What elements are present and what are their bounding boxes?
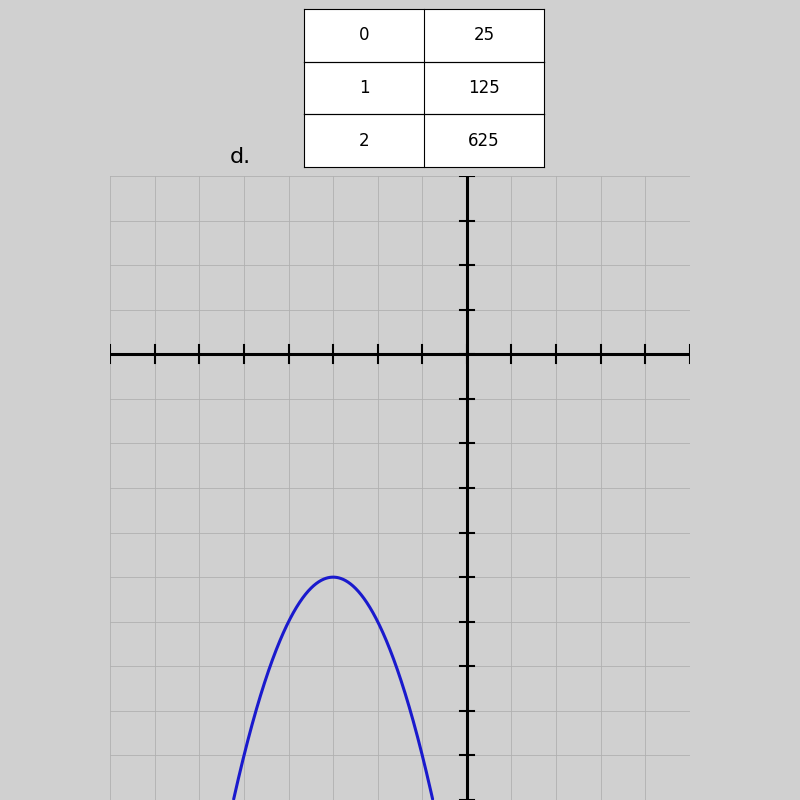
- Text: 625: 625: [468, 132, 500, 150]
- Bar: [304, 62, 544, 114]
- Text: 2: 2: [358, 132, 370, 150]
- Bar: [304, 114, 544, 167]
- Text: 125: 125: [468, 79, 500, 97]
- Text: 0: 0: [358, 26, 370, 44]
- Bar: [304, 9, 544, 62]
- Text: 25: 25: [474, 26, 494, 44]
- Text: 1: 1: [358, 79, 370, 97]
- Text: d.: d.: [230, 147, 250, 167]
